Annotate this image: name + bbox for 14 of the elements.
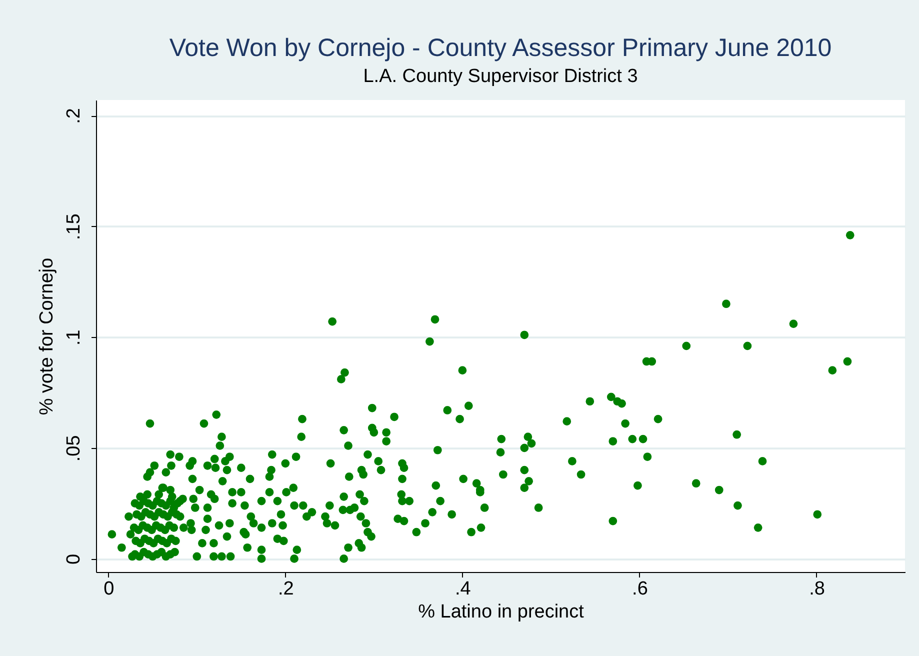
x-tick-label: .4 (455, 578, 472, 600)
x-axis-title: % Latino in precinct (418, 602, 585, 622)
y-axis-title: % vote for Cornejo (36, 258, 58, 416)
y-tick-label: .1 (64, 330, 84, 346)
y-tick-label: 0 (64, 554, 84, 564)
x-tick-label: .6 (632, 578, 648, 600)
x-tick-label: .2 (278, 578, 294, 600)
y-tick-label: .15 (64, 214, 84, 240)
chart-subtitle: L.A. County Supervisor District 3 (363, 66, 638, 87)
chart-title: Vote Won by Cornejo - County Assessor Primary June 2010 (169, 34, 832, 62)
y-tick-label: .2 (64, 108, 84, 124)
y-tick-label: .05 (64, 435, 84, 462)
x-tick-label: .8 (809, 578, 825, 600)
x-tick-label: 0 (104, 578, 114, 600)
